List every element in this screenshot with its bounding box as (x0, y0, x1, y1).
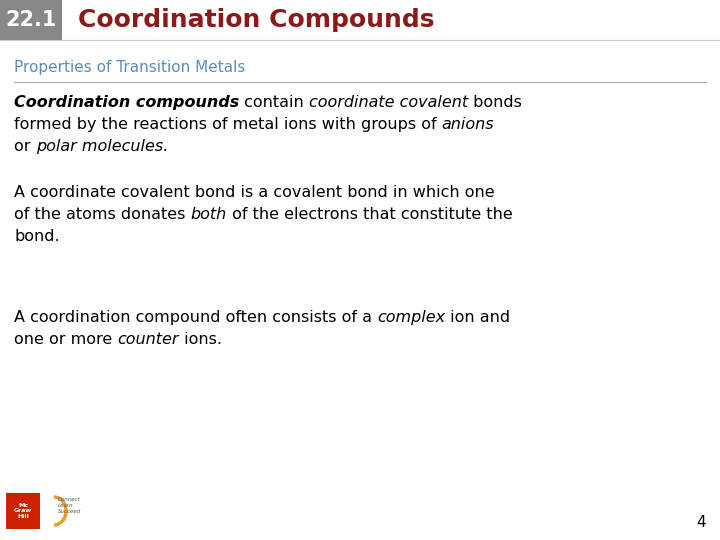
Text: contain: contain (239, 95, 309, 110)
Text: both: both (191, 207, 227, 222)
Bar (0, 0, 62, 40)
Text: 4: 4 (696, 515, 706, 530)
Text: one or more: one or more (14, 332, 117, 347)
Text: ion and: ion and (445, 310, 510, 325)
Text: coordinate covalent: coordinate covalent (309, 95, 468, 110)
Text: counter: counter (117, 332, 179, 347)
Text: Mc
Graw
Hill: Mc Graw Hill (14, 503, 32, 519)
Text: A coordination compound often consists of a: A coordination compound often consists o… (14, 310, 377, 325)
Text: bond.: bond. (14, 229, 60, 244)
Text: complex: complex (377, 310, 445, 325)
Text: formed by the reactions of metal ions with groups of: formed by the reactions of metal ions wi… (14, 117, 442, 132)
Bar (6, 493, 40, 529)
Text: Connect
Learn
Succeed: Connect Learn Succeed (58, 497, 81, 515)
Text: or: or (14, 139, 35, 154)
Text: Coordination Compounds: Coordination Compounds (78, 8, 434, 32)
Text: 22.1: 22.1 (5, 10, 57, 30)
Text: ions.: ions. (179, 332, 222, 347)
Text: of the atoms donates: of the atoms donates (14, 207, 191, 222)
Text: anions: anions (442, 117, 495, 132)
Text: polar molecules.: polar molecules. (35, 139, 168, 154)
Text: Properties of Transition Metals: Properties of Transition Metals (14, 60, 246, 75)
Text: Coordination compounds: Coordination compounds (14, 95, 239, 110)
Text: of the electrons that constitute the: of the electrons that constitute the (227, 207, 513, 222)
Text: A coordinate covalent bond is a covalent bond in which one: A coordinate covalent bond is a covalent… (14, 185, 495, 200)
Text: bonds: bonds (468, 95, 522, 110)
